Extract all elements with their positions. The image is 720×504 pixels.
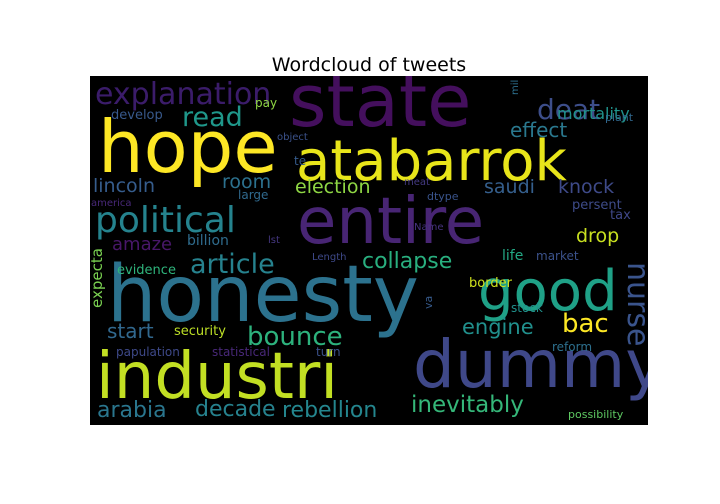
word-life: life <box>502 248 523 264</box>
word-turn: turn <box>316 345 341 359</box>
word-decade: decade <box>195 397 276 422</box>
word-honesty: honesty <box>107 250 419 340</box>
word-name: Name <box>414 222 444 233</box>
word-lincoln: lincoln <box>93 175 155 197</box>
word-political: political <box>95 200 236 241</box>
word-rebellion: rebellion <box>282 398 377 423</box>
word-stock: stock <box>511 301 543 315</box>
word-statistical: statistical <box>212 345 270 359</box>
word-election: election <box>295 176 371 198</box>
word-te: te <box>294 154 306 168</box>
word-arabia: arabia <box>97 398 167 423</box>
word-effect: effect <box>510 118 567 142</box>
word-expecta: expecta <box>88 248 106 308</box>
word-reform: reform <box>552 340 592 354</box>
word-article: article <box>190 249 275 280</box>
word-plant: plant <box>605 111 634 124</box>
word-large: large <box>238 188 268 202</box>
word-good: good <box>478 259 618 324</box>
word-bounce: bounce <box>247 322 343 352</box>
word-papulation: papulation <box>116 345 180 359</box>
word-mortality: mortality <box>557 104 630 123</box>
word-room: room <box>222 171 271 193</box>
word-bac: bac <box>562 309 609 339</box>
word-meat: meat <box>404 177 430 188</box>
word-tax: tax <box>610 208 631 223</box>
word-mil: mil <box>510 80 521 95</box>
word-collapse: collapse <box>362 249 452 274</box>
word-persent: persent <box>572 198 622 213</box>
word-lst: lst <box>268 235 280 246</box>
word-hope: hope <box>98 105 278 189</box>
word-pay: pay <box>255 96 277 110</box>
word-develop: develop <box>111 108 163 123</box>
word-object: object <box>277 132 308 143</box>
word-dummy: dummy <box>413 326 664 403</box>
word-nurse: nurse <box>620 262 655 346</box>
word-deat: deat <box>537 93 600 126</box>
word-market: market <box>536 249 579 263</box>
word-possibility: possibility <box>568 408 624 421</box>
word-start: start <box>107 319 154 343</box>
word-engine: engine <box>462 315 534 339</box>
word-drop: drop <box>576 225 619 247</box>
chart-title: Wordcloud of tweets <box>272 54 466 76</box>
word-amaze: amaze <box>112 234 172 255</box>
word-length: Length <box>312 252 347 263</box>
word-america: america <box>91 198 132 209</box>
word-industri: industri <box>96 340 338 414</box>
word-explanation: explanation <box>95 77 271 112</box>
wordcloud-canvas <box>90 76 648 425</box>
word-saudi: saudi <box>484 176 535 198</box>
word-read: read <box>182 102 243 133</box>
word-security: security <box>174 324 226 339</box>
word-state: state <box>289 59 471 143</box>
word-dtype: dtype <box>427 190 459 203</box>
word-va: va <box>422 296 435 309</box>
word-border: border <box>469 276 513 291</box>
word-atabarrok: atabarrok <box>296 129 568 194</box>
word-entire: entire <box>297 185 484 259</box>
word-billion: billion <box>187 233 229 249</box>
word-knock: knock <box>558 176 614 198</box>
word-evidence: evidence <box>117 263 176 278</box>
word-inevitably: inevitably <box>411 392 524 418</box>
